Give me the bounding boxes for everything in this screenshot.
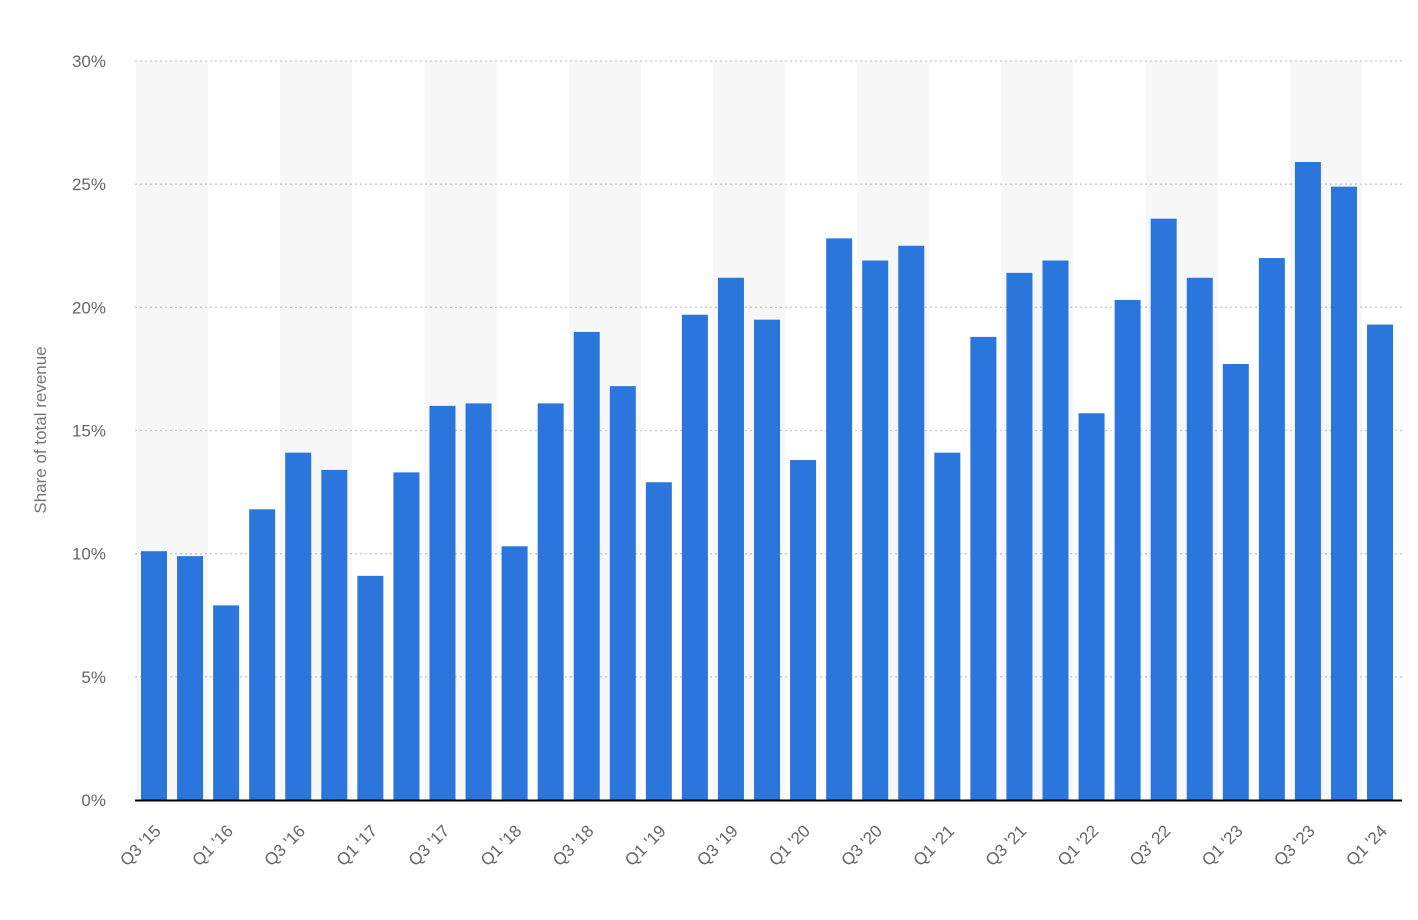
x-tick-label: Q3 '18 <box>549 821 597 869</box>
x-tick-label: Q1 '20 <box>765 821 813 869</box>
y-axis-ticks: 0% 5% 10% 15% 20% 25% 30% <box>72 52 106 810</box>
bar[interactable] <box>1114 299 1141 800</box>
x-tick-label: Q1 '23 <box>1198 821 1246 869</box>
x-tick-label: Q1 '19 <box>621 821 669 869</box>
y-tick-label: 5% <box>81 668 106 687</box>
bar[interactable] <box>177 556 204 800</box>
bar[interactable] <box>249 509 276 800</box>
bar[interactable] <box>1078 413 1105 800</box>
bar[interactable] <box>357 575 384 800</box>
y-axis-label: Share of total revenue <box>31 346 50 513</box>
bar[interactable] <box>1222 363 1249 800</box>
bar[interactable] <box>1006 272 1033 800</box>
x-tick-label: Q3 '15 <box>116 821 164 869</box>
bar[interactable] <box>1330 186 1357 800</box>
x-tick-label: Q3 '16 <box>261 821 309 869</box>
x-tick-label: Q1 '16 <box>188 821 236 869</box>
bar[interactable] <box>826 238 853 801</box>
bar[interactable] <box>970 336 997 800</box>
bar[interactable] <box>1150 218 1177 801</box>
y-tick-label: 0% <box>81 791 106 810</box>
bar[interactable] <box>645 482 672 800</box>
bar[interactable] <box>285 452 312 800</box>
bar[interactable] <box>754 319 781 800</box>
bar[interactable] <box>790 460 817 800</box>
y-tick-label: 10% <box>72 545 106 564</box>
bar[interactable] <box>537 403 564 800</box>
x-tick-label: Q1 '24 <box>1342 821 1390 869</box>
y-tick-label: 20% <box>72 298 106 317</box>
x-tick-label: Q3 '21 <box>982 821 1030 869</box>
x-tick-label: Q3 '17 <box>405 821 453 869</box>
bar[interactable] <box>573 331 600 800</box>
bar[interactable] <box>609 386 636 800</box>
bar[interactable] <box>321 469 348 800</box>
y-tick-label: 15% <box>72 422 106 441</box>
bar[interactable] <box>934 452 961 800</box>
bar[interactable] <box>1042 260 1069 800</box>
bar[interactable] <box>898 245 925 800</box>
bar[interactable] <box>1186 277 1213 801</box>
bar[interactable] <box>681 314 708 800</box>
x-tick-label: Q1 '18 <box>477 821 525 869</box>
x-tick-label: Q3' 22 <box>1126 821 1174 869</box>
bar[interactable] <box>1367 324 1394 800</box>
bar[interactable] <box>141 551 167 800</box>
bar[interactable] <box>862 260 889 800</box>
x-tick-label: Q1 '22 <box>1054 821 1102 869</box>
x-tick-label: Q3 '23 <box>1270 821 1318 869</box>
bar[interactable] <box>1258 258 1285 801</box>
bar[interactable] <box>1294 161 1321 800</box>
y-tick-label: 25% <box>72 175 106 194</box>
bar[interactable] <box>465 403 492 800</box>
bar[interactable] <box>393 472 420 800</box>
bar[interactable] <box>429 405 456 800</box>
bar[interactable] <box>717 277 744 801</box>
y-tick-label: 30% <box>72 52 106 71</box>
bars <box>141 161 1394 801</box>
x-axis-ticks: Q3 '15 Q1 '16 Q3 '16 Q1 '17 Q3 '17 Q1 '18 Q3 '… <box>116 821 1391 869</box>
x-tick-label: Q3 '19 <box>693 821 741 869</box>
background-bands <box>135 61 1363 800</box>
bar[interactable] <box>213 605 240 800</box>
x-tick-label: Q1 '17 <box>333 821 381 869</box>
x-tick-label: Q1 '21 <box>910 821 958 869</box>
x-tick-label: Q3 '20 <box>838 821 886 869</box>
bar[interactable] <box>501 546 528 800</box>
